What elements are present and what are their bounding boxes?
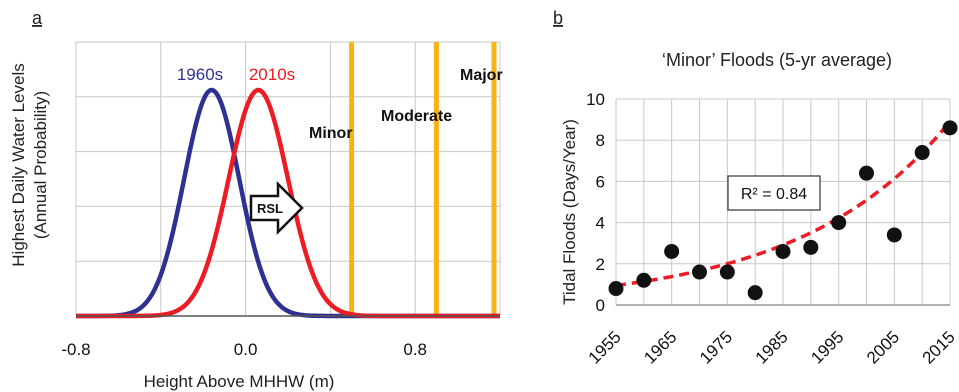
threshold-label-minor: Minor	[309, 125, 353, 142]
y-tick-label: 8	[596, 131, 605, 150]
data-point	[775, 243, 791, 259]
r-squared-box	[727, 175, 821, 211]
panel-a-x-ticks: -0.8 0.0 0.8	[61, 340, 427, 359]
x-tick-label: 1985	[752, 327, 792, 367]
y-tick-label: 10	[586, 90, 605, 109]
panel-b-points	[608, 120, 958, 301]
trendline	[615, 120, 952, 288]
data-point	[914, 145, 930, 161]
data-point	[719, 264, 735, 280]
y-tick-label: 0	[596, 296, 605, 315]
y-tick-label: 4	[596, 214, 605, 233]
x-tick-label: 1955	[585, 327, 625, 367]
x-tick-label: 2015	[919, 327, 959, 367]
x-tick-label: 1965	[640, 327, 680, 367]
y-tick-label: 6	[596, 172, 605, 191]
panel-a-letter: a	[32, 8, 43, 28]
data-point	[942, 120, 958, 136]
threshold-label-major: Major	[460, 67, 503, 84]
x-tick-label: 0.8	[403, 340, 427, 359]
r-squared-label: R² = 0.84	[741, 186, 807, 203]
data-point	[747, 285, 763, 301]
rsl-arrow-icon	[249, 180, 304, 236]
data-point	[636, 272, 652, 288]
series-label-1960s: 1960s	[177, 65, 223, 84]
data-point	[859, 165, 874, 181]
x-tick-label: 1975	[696, 327, 736, 367]
panel-b-x-ticks: 1955 1965 1975 1985 1995 2005 2015	[585, 327, 959, 367]
data-point	[664, 243, 680, 259]
panel-b-y-axis-title: Tidal Floods (Days/Year)	[560, 119, 579, 305]
panel-a-y-axis-title-line2: (Annual Probability)	[31, 91, 50, 239]
panel-a-y-axis-title-line1: Highest Daily Water Levels	[9, 63, 28, 266]
data-point	[803, 239, 819, 255]
x-tick-label: 2005	[863, 327, 903, 367]
panel-b-letter: b	[553, 8, 563, 28]
x-tick-label: 0.0	[234, 340, 258, 359]
data-point	[608, 281, 624, 297]
panel-b-title: ‘Minor’ Floods (5-yr average)	[662, 50, 892, 70]
data-point	[692, 264, 707, 280]
rsl-arrow-label: RSL	[257, 201, 283, 216]
threshold-label-moderate: Moderate	[381, 108, 452, 125]
data-point	[831, 215, 847, 231]
data-point	[886, 227, 902, 243]
x-tick-label: 1995	[807, 327, 847, 367]
series-label-2010s: 2010s	[249, 65, 295, 84]
x-tick-label: -0.8	[61, 340, 90, 359]
panel-a-x-axis-title: Height Above MHHW (m)	[144, 372, 335, 391]
panel-b-y-ticks: 0 2 4 6 8 10	[586, 90, 605, 315]
panel-a-thresholds	[349, 42, 497, 316]
y-tick-label: 2	[596, 255, 605, 274]
